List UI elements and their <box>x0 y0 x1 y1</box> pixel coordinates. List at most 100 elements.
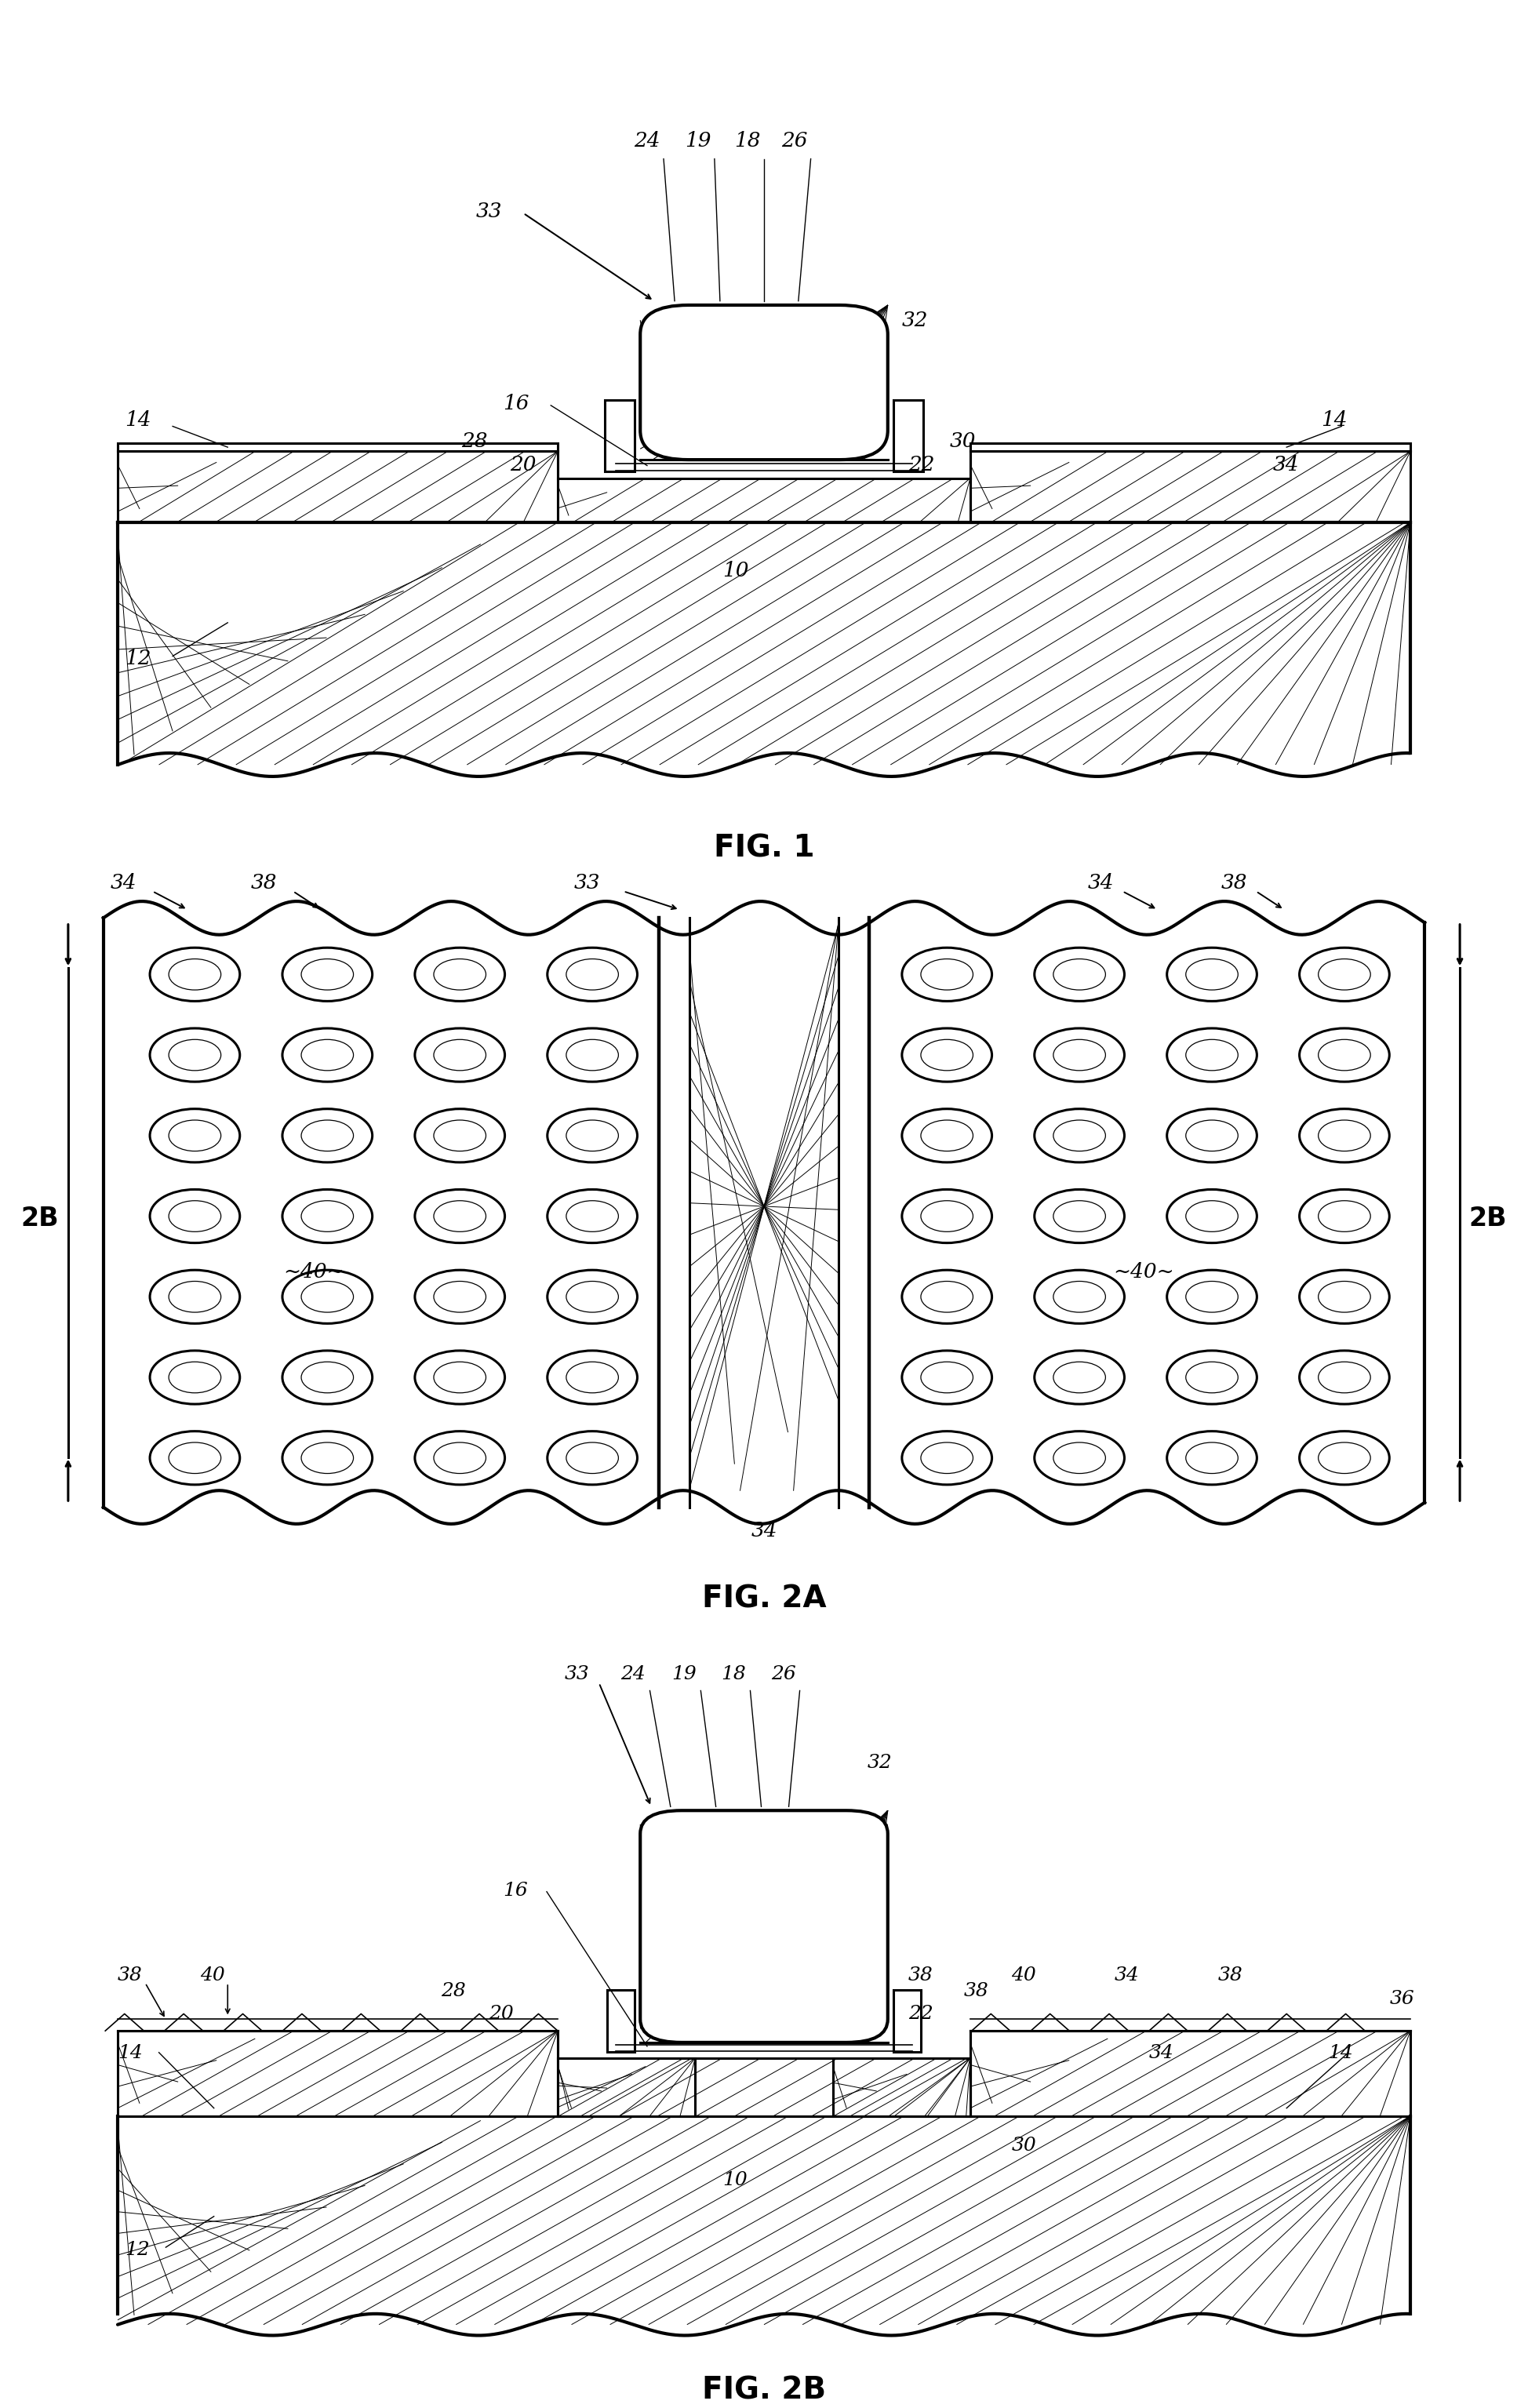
Polygon shape <box>520 2013 558 2030</box>
Bar <box>558 2059 695 2117</box>
Circle shape <box>150 949 240 1002</box>
Circle shape <box>1167 1108 1258 1163</box>
Text: 12: 12 <box>125 2242 150 2259</box>
Circle shape <box>567 958 619 990</box>
Circle shape <box>1319 1442 1371 1474</box>
Polygon shape <box>1267 2013 1306 2030</box>
Circle shape <box>283 1269 373 1324</box>
Circle shape <box>1299 1028 1389 1081</box>
Text: 14: 14 <box>1328 2044 1352 2061</box>
Circle shape <box>1034 1108 1125 1163</box>
Circle shape <box>414 1351 504 1404</box>
Circle shape <box>283 1028 373 1081</box>
Circle shape <box>283 1430 373 1486</box>
Circle shape <box>150 1269 240 1324</box>
Circle shape <box>283 1190 373 1243</box>
Text: 38: 38 <box>909 1967 934 1984</box>
Text: 38: 38 <box>1221 874 1247 893</box>
Polygon shape <box>165 2013 203 2030</box>
Text: ~40~: ~40~ <box>1112 1262 1174 1281</box>
Circle shape <box>414 1028 504 1081</box>
Text: 2B: 2B <box>1468 1206 1507 1233</box>
Circle shape <box>567 1281 619 1312</box>
Circle shape <box>547 1430 637 1486</box>
Text: 34: 34 <box>1273 455 1299 474</box>
Bar <box>894 1989 921 2052</box>
Circle shape <box>1299 1108 1389 1163</box>
Circle shape <box>1034 1269 1125 1324</box>
Bar <box>118 450 558 523</box>
Circle shape <box>301 1363 353 1392</box>
Circle shape <box>567 1442 619 1474</box>
Text: 30: 30 <box>1012 2136 1036 2155</box>
Bar <box>970 450 1410 523</box>
Text: 33: 33 <box>475 202 503 222</box>
Text: ~40~: ~40~ <box>284 1262 345 1281</box>
Circle shape <box>301 1040 353 1072</box>
Circle shape <box>1034 1190 1125 1243</box>
Text: 32: 32 <box>868 1753 892 1772</box>
Text: 16: 16 <box>503 395 529 414</box>
Circle shape <box>921 1120 973 1151</box>
Text: 10: 10 <box>723 561 749 580</box>
Polygon shape <box>1209 2013 1247 2030</box>
Circle shape <box>921 1040 973 1072</box>
Circle shape <box>1053 1040 1106 1072</box>
Circle shape <box>902 1351 992 1404</box>
Text: 33: 33 <box>565 1664 590 1683</box>
Text: 40: 40 <box>1012 1967 1036 1984</box>
Circle shape <box>283 1351 373 1404</box>
FancyBboxPatch shape <box>640 306 888 460</box>
Circle shape <box>567 1040 619 1072</box>
Text: 19: 19 <box>672 1664 697 1683</box>
Circle shape <box>1167 1028 1258 1081</box>
Circle shape <box>1053 1202 1106 1233</box>
Bar <box>833 2059 970 2117</box>
Text: 18: 18 <box>735 130 761 149</box>
Text: 38: 38 <box>1218 1967 1242 1984</box>
Circle shape <box>1299 1269 1389 1324</box>
Text: 34: 34 <box>110 874 136 893</box>
Circle shape <box>1034 1028 1125 1081</box>
Circle shape <box>1319 958 1371 990</box>
Circle shape <box>1319 1120 1371 1151</box>
Circle shape <box>168 1363 222 1392</box>
Text: FIG. 2B: FIG. 2B <box>701 2374 827 2406</box>
Circle shape <box>150 1190 240 1243</box>
Text: FIG. 2A: FIG. 2A <box>701 1584 827 1613</box>
Circle shape <box>1299 1430 1389 1486</box>
Circle shape <box>414 1430 504 1486</box>
Text: 34: 34 <box>1088 874 1114 893</box>
Text: 22: 22 <box>909 455 935 474</box>
Text: 34: 34 <box>750 1522 778 1541</box>
Circle shape <box>902 1430 992 1486</box>
Circle shape <box>1167 1430 1258 1486</box>
Circle shape <box>434 1363 486 1392</box>
Circle shape <box>434 958 486 990</box>
Circle shape <box>1186 1442 1238 1474</box>
Text: 14: 14 <box>125 412 151 431</box>
Text: 40: 40 <box>200 1967 225 1984</box>
Polygon shape <box>223 2013 263 2030</box>
Circle shape <box>547 1351 637 1404</box>
Circle shape <box>547 949 637 1002</box>
Bar <box>558 2059 695 2117</box>
Circle shape <box>301 958 353 990</box>
Polygon shape <box>283 2013 321 2030</box>
Text: 28: 28 <box>461 431 487 450</box>
Bar <box>118 443 558 450</box>
Circle shape <box>301 1120 353 1151</box>
Circle shape <box>567 1363 619 1392</box>
Bar <box>970 450 1410 523</box>
Bar <box>605 400 634 472</box>
Polygon shape <box>342 2013 380 2030</box>
Polygon shape <box>105 2013 144 2030</box>
Circle shape <box>434 1040 486 1072</box>
Text: 26: 26 <box>781 130 807 149</box>
Bar <box>558 479 970 523</box>
Bar <box>118 2030 558 2117</box>
Text: 14: 14 <box>118 2044 142 2061</box>
Circle shape <box>1034 949 1125 1002</box>
Circle shape <box>1299 949 1389 1002</box>
Text: 20: 20 <box>489 2006 513 2023</box>
